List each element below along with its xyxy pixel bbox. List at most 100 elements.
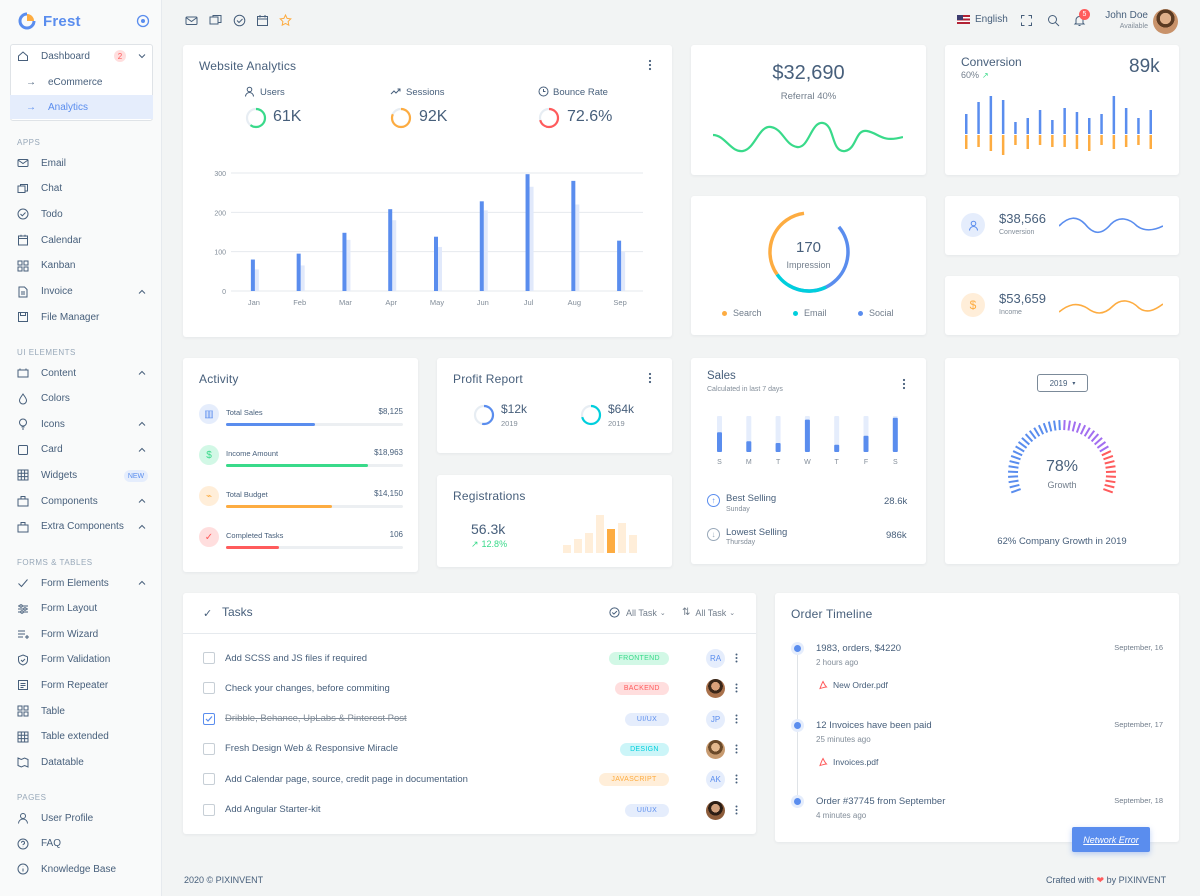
conversion-bar-up [1063,108,1066,134]
conversion-bar-up [1149,110,1152,134]
task-checkbox[interactable] [203,803,215,816]
chevron-up-icon[interactable] [138,497,146,505]
sidebar-item-email[interactable]: Email [17,154,66,172]
conversion-mini-card: $38,566 Conversion [945,196,1179,255]
todo-check-icon[interactable] [233,14,246,27]
year-select-value: 2019 [1049,378,1068,388]
task-row[interactable]: Add SCSS and JS files if required [203,648,753,668]
language-selector[interactable]: English [957,14,1008,25]
sidebar-item-icons[interactable]: Icons [17,415,65,433]
more-vertical-icon[interactable] [648,59,652,71]
fullscreen-icon[interactable] [1020,14,1033,27]
more-vertical-icon[interactable] [735,805,738,815]
sidebar-item-file-manager[interactable]: File Manager [17,308,99,326]
sidebar-item-colors[interactable]: Colors [17,390,70,408]
sidebar-item-widgets[interactable]: Widgets [17,466,77,484]
impression-value: 170 [795,239,822,256]
sidebar-item-extra-components[interactable]: Extra Components [17,518,124,536]
sidebar-item-todo[interactable]: Todo [17,205,63,223]
task-row[interactable]: Add Angular Starter-kit [203,800,753,820]
sidebar-item-kanban[interactable]: Kanban [17,257,75,275]
task-tag-badge: UI/UX [625,803,669,817]
sidebar-item-knowledge-base[interactable]: Knowledge Base [17,860,116,878]
search-icon[interactable] [1047,14,1060,27]
task-assignee-avatar[interactable] [706,800,725,820]
sidebar-item-user-profile[interactable]: User Profile [17,809,93,827]
task-assignee-avatar[interactable] [706,739,725,759]
chevron-up-icon[interactable] [138,579,146,587]
user-avatar[interactable] [1153,9,1178,34]
footer-credit: Crafted with ❤ by PIXINVENT [1046,875,1166,886]
calendar-icon[interactable] [256,14,269,27]
chevron-up-icon[interactable] [138,288,146,296]
task-assignee-avatar[interactable] [706,679,725,699]
sidebar-item-form-repeater[interactable]: Form Repeater [17,676,108,694]
chevron-down-icon[interactable] [138,52,146,60]
more-vertical-icon[interactable] [735,714,738,724]
task-row[interactable]: Check your changes, before commiting [203,678,753,698]
registrations-bar-chart [563,515,637,553]
more-vertical-icon[interactable] [735,774,738,784]
sidebar-item-table[interactable]: Table [17,702,65,720]
timeline-attachment[interactable]: New Order.pdf [818,680,888,690]
legend-dot [793,310,798,316]
user-name[interactable]: John Doe [1105,10,1148,21]
check-circle-icon [609,607,620,618]
sidebar-item-table-extended[interactable]: Table extended [17,728,109,746]
sidebar-item-form-validation[interactable]: Form Validation [17,651,110,669]
sidebar-item-dashboard[interactable]: Dashboard [17,47,90,65]
network-error-button[interactable]: Network Error [1072,827,1150,852]
chevron-up-icon[interactable] [138,446,146,454]
task-checkbox[interactable] [203,682,215,695]
mail-icon[interactable] [185,14,198,27]
content-icon [17,367,29,379]
conversion-bar-down [1100,135,1103,145]
year-select[interactable]: 2019 ▾ [1037,374,1088,392]
sidebar-item-analytics[interactable]: → Analytics [10,95,153,119]
task-checkbox[interactable] [203,742,215,755]
sidebar-item-calendar[interactable]: Calendar [17,231,82,249]
sidebar-item-card[interactable]: Card [17,441,63,459]
sidebar-item-faq[interactable]: FAQ [17,835,61,853]
y-tick-label: 100 [214,250,226,257]
task-checkbox[interactable] [203,773,215,786]
chat-icon[interactable] [209,14,222,27]
sidebar-item-form-wizard[interactable]: Form Wizard [17,625,98,643]
sidebar-item-invoice[interactable]: Invoice [17,283,73,301]
more-vertical-icon[interactable] [735,683,738,693]
language-label: English [975,14,1008,25]
task-row[interactable]: Add Calendar page, source, credit page i… [203,769,753,789]
sidebar-item-form-elements[interactable]: Form Elements [17,574,109,592]
task-row[interactable]: Fresh Design Web & Responsive Miracle [203,739,753,759]
chevron-up-icon[interactable] [138,369,146,377]
sidebar-item-content[interactable]: Content [17,364,76,382]
chevron-up-icon[interactable] [138,420,146,428]
more-vertical-icon[interactable] [648,372,652,384]
sidebar-item-form-layout[interactable]: Form Layout [17,600,97,618]
chevron-up-icon[interactable] [138,523,146,531]
task-filter-1[interactable]: All Task ⌄ [609,607,666,618]
task-assignee-avatar[interactable]: AK [706,770,725,790]
user-icon [245,86,254,97]
task-assignee-avatar[interactable]: RA [706,649,725,668]
more-vertical-icon[interactable] [902,378,906,390]
conversion-bar-down [1026,135,1029,149]
sidebar-item-ecommerce[interactable]: → eCommerce [10,70,153,94]
more-vertical-icon[interactable] [735,653,738,663]
more-vertical-icon[interactable] [735,744,738,754]
task-checkbox[interactable] [203,652,215,664]
sidebar-item-components[interactable]: Components [17,492,98,510]
brand[interactable]: Frest [18,12,81,30]
notification-count-badge: 5 [1079,9,1090,20]
timeline-attachment[interactable]: Invoices.pdf [818,757,878,767]
star-icon[interactable] [279,14,292,27]
sidebar-item-datatable[interactable]: Datatable [17,753,84,771]
task-checkbox[interactable] [203,712,215,725]
sales-bar [804,419,810,452]
sidebar-item-chat[interactable]: Chat [17,180,62,198]
task-row[interactable]: Dribble, Behance, UpLabs & Pinterest Pos… [203,709,753,729]
sidebar-toggle-icon[interactable] [136,14,150,28]
task-assignee-avatar[interactable]: JP [706,709,725,729]
task-filter-2[interactable]: ⇅ All Task ⌄ [682,607,735,618]
mini-stat-value: $38,566 [999,211,1046,226]
